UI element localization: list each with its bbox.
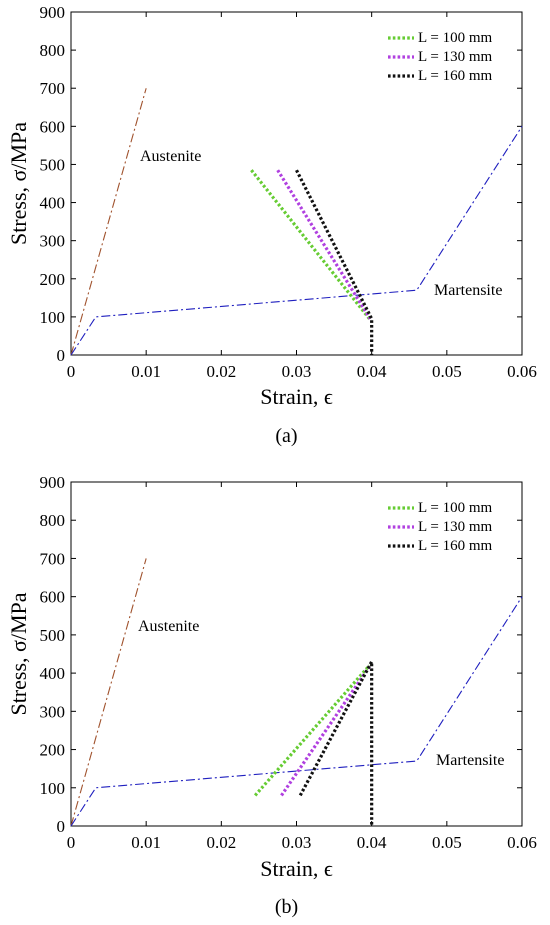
legend-label-2: L = 130 mm xyxy=(418,49,492,65)
y-tick-label: 500 xyxy=(40,626,66,645)
legend-label-3: L = 160 mm xyxy=(418,538,492,554)
reference-line-austenite xyxy=(70,88,147,356)
x-tick-label: 0 xyxy=(67,362,76,381)
series-line-2 xyxy=(280,664,372,797)
x-tick-label: 0.02 xyxy=(206,362,236,381)
x-tick-label: 0.04 xyxy=(357,833,387,852)
y-tick-label: 700 xyxy=(40,549,66,568)
y-tick-label: 500 xyxy=(40,155,66,174)
legend-label-3: L = 160 mm xyxy=(418,68,492,84)
y-tick-label: 700 xyxy=(40,79,66,98)
reference-label-austenite: Austenite xyxy=(140,148,201,165)
series-line-2 xyxy=(276,169,372,320)
y-tick-label: 900 xyxy=(40,473,66,492)
y-axis-label: Stress, σ/MPa xyxy=(6,592,31,715)
y-tick-label: 800 xyxy=(40,511,66,530)
x-tick-label: 0.06 xyxy=(507,833,537,852)
reference-line-martensite xyxy=(70,596,523,827)
panel-caption: (b) xyxy=(275,896,298,918)
chart-panel-a: 0 0.01 0.02 0.03 0.04 0.05 0.06 0 100 200 300 400 50… xyxy=(6,3,537,447)
legend-label-2: L = 130 mm xyxy=(418,519,492,535)
x-tick-label: 0.01 xyxy=(131,833,161,852)
x-tick-label: 0.02 xyxy=(206,833,236,852)
reference-label-martensite: Martensite xyxy=(436,752,504,769)
x-tick-label: 0.04 xyxy=(357,362,387,381)
series-line-1 xyxy=(250,169,371,320)
y-tick-label: 200 xyxy=(40,741,66,760)
y-tick-label: 400 xyxy=(40,194,66,213)
panel-caption: (a) xyxy=(275,425,297,447)
y-tick-label: 100 xyxy=(40,308,66,327)
x-axis-label: Strain, ϵ xyxy=(260,384,333,409)
y-tick-label: 600 xyxy=(40,117,66,136)
y-tick-label: 900 xyxy=(40,3,66,22)
y-axis-label: Stress, σ/MPa xyxy=(6,122,31,245)
reference-label-austenite: Austenite xyxy=(138,618,199,635)
y-tick-label: 100 xyxy=(40,779,66,798)
x-tick-label: 0.01 xyxy=(131,362,161,381)
legend-label-1: L = 100 mm xyxy=(418,30,492,46)
x-tick-label: 0.03 xyxy=(282,362,312,381)
reference-label-martensite: Martensite xyxy=(434,282,502,299)
y-tick-label: 800 xyxy=(40,41,66,60)
reference-line-austenite xyxy=(70,558,147,827)
y-tick-label: 200 xyxy=(40,270,66,289)
y-tick-label: 300 xyxy=(40,232,66,251)
series-line-3 xyxy=(295,169,374,355)
x-tick-label: 0.03 xyxy=(282,833,312,852)
series-line-3 xyxy=(298,660,374,826)
y-tick-label: 0 xyxy=(57,346,66,365)
chart-panel-b: 0 0.01 0.02 0.03 0.04 0.05 0.06 0 100 200 300 400 50… xyxy=(6,473,537,918)
x-tick-label: 0.05 xyxy=(432,362,462,381)
y-tick-label: 400 xyxy=(40,664,66,683)
x-axis-label: Strain, ϵ xyxy=(260,856,333,881)
series-line-1 xyxy=(253,664,371,797)
y-tick-label: 300 xyxy=(40,702,66,721)
x-tick-label: 0 xyxy=(67,833,76,852)
reference-line-martensite xyxy=(70,126,523,356)
y-tick-label: 600 xyxy=(40,588,66,607)
x-tick-label: 0.05 xyxy=(432,833,462,852)
legend-label-1: L = 100 mm xyxy=(418,500,492,516)
y-tick-label: 0 xyxy=(57,817,66,836)
x-tick-label: 0.06 xyxy=(507,362,537,381)
